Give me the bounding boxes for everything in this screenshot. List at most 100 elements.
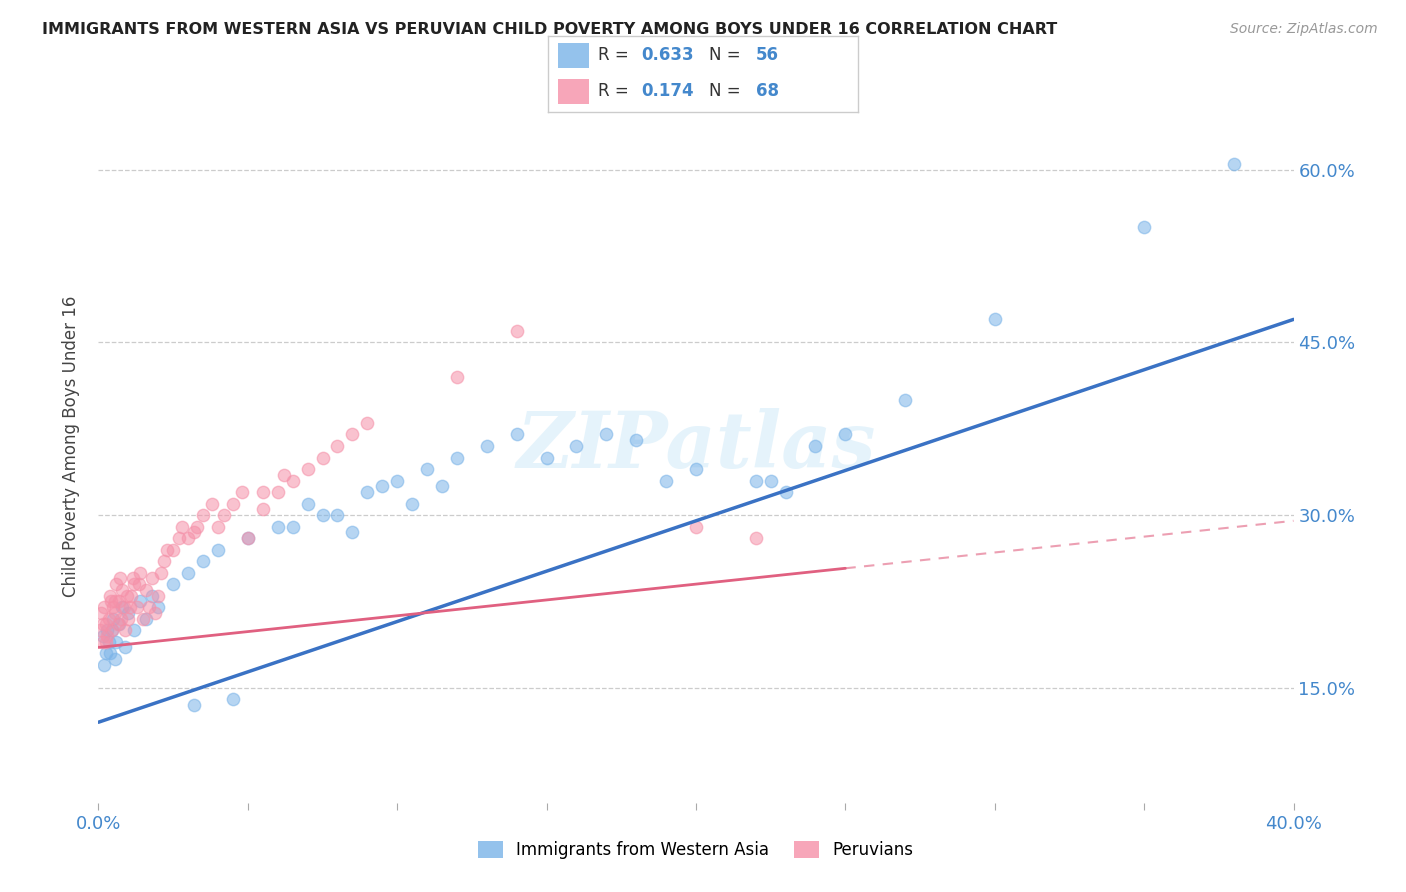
Point — [222, 497, 245, 511]
Point — [89, 623, 111, 637]
Point — [100, 594, 122, 608]
Point — [401, 497, 423, 511]
Point — [120, 589, 142, 603]
Point — [655, 474, 678, 488]
Point — [93, 657, 115, 672]
Point — [98, 589, 122, 603]
Point — [356, 416, 378, 430]
Point — [101, 623, 124, 637]
Point — [297, 497, 319, 511]
Point — [506, 324, 529, 338]
Point — [177, 566, 200, 580]
Point — [446, 450, 468, 465]
Text: R =: R = — [598, 82, 640, 100]
Point — [416, 462, 439, 476]
Point — [804, 439, 827, 453]
Point — [342, 525, 364, 540]
Text: 56: 56 — [755, 45, 779, 63]
Point — [108, 617, 131, 632]
Point — [297, 462, 319, 476]
FancyBboxPatch shape — [558, 78, 589, 104]
Point — [96, 629, 118, 643]
Point — [97, 634, 120, 648]
Point — [207, 542, 229, 557]
Point — [118, 600, 141, 615]
Legend: Immigrants from Western Asia, Peruvians: Immigrants from Western Asia, Peruvians — [471, 834, 921, 866]
Point — [153, 554, 176, 568]
Point — [595, 427, 617, 442]
Text: 0.633: 0.633 — [641, 45, 693, 63]
Point — [236, 531, 259, 545]
Point — [150, 566, 173, 580]
Point — [111, 600, 134, 615]
Point — [984, 312, 1007, 326]
Point — [94, 617, 117, 632]
Point — [114, 640, 136, 655]
Point — [148, 600, 170, 615]
Point — [129, 566, 152, 580]
Point — [506, 427, 529, 442]
Point — [172, 519, 194, 533]
Point — [108, 571, 131, 585]
Point — [183, 525, 205, 540]
Point — [231, 485, 253, 500]
Point — [104, 606, 127, 620]
Point — [103, 612, 125, 626]
Text: 68: 68 — [755, 82, 779, 100]
Point — [236, 531, 259, 545]
Point — [98, 646, 122, 660]
Point — [91, 629, 114, 643]
Point — [385, 474, 409, 488]
Point — [138, 600, 160, 615]
Point — [626, 434, 648, 448]
Text: R =: R = — [598, 45, 634, 63]
Point — [103, 600, 125, 615]
Point — [191, 508, 214, 522]
Y-axis label: Child Poverty Among Boys Under 16: Child Poverty Among Boys Under 16 — [62, 295, 80, 597]
Point — [273, 467, 295, 482]
Point — [110, 612, 132, 626]
Point — [565, 439, 588, 453]
Point — [745, 474, 768, 488]
Point — [267, 519, 290, 533]
Point — [167, 531, 190, 545]
Point — [894, 392, 917, 407]
FancyBboxPatch shape — [558, 43, 589, 68]
Text: Source: ZipAtlas.com: Source: ZipAtlas.com — [1230, 22, 1378, 37]
Point — [162, 577, 184, 591]
Point — [143, 606, 166, 620]
Point — [117, 612, 139, 626]
Point — [93, 600, 115, 615]
Point — [759, 474, 782, 488]
Point — [685, 519, 707, 533]
Point — [107, 617, 129, 632]
Point — [94, 634, 117, 648]
Point — [101, 623, 124, 637]
Point — [111, 582, 134, 597]
Point — [475, 439, 498, 453]
Point — [186, 519, 208, 533]
Point — [430, 479, 453, 493]
Point — [162, 542, 184, 557]
Point — [311, 508, 333, 522]
Point — [112, 600, 135, 615]
Point — [1133, 220, 1156, 235]
Point — [1223, 157, 1246, 171]
Point — [775, 485, 797, 500]
Point — [128, 577, 150, 591]
Point — [685, 462, 707, 476]
Point — [183, 698, 205, 712]
Point — [141, 589, 163, 603]
Point — [267, 485, 290, 500]
Point — [127, 600, 149, 615]
Point — [326, 508, 349, 522]
Point — [97, 612, 120, 626]
Point — [201, 497, 224, 511]
Point — [90, 606, 112, 620]
Point — [371, 479, 394, 493]
Point — [207, 519, 229, 533]
Point — [536, 450, 558, 465]
Point — [177, 531, 200, 545]
Point — [141, 571, 163, 585]
Point — [124, 623, 146, 637]
